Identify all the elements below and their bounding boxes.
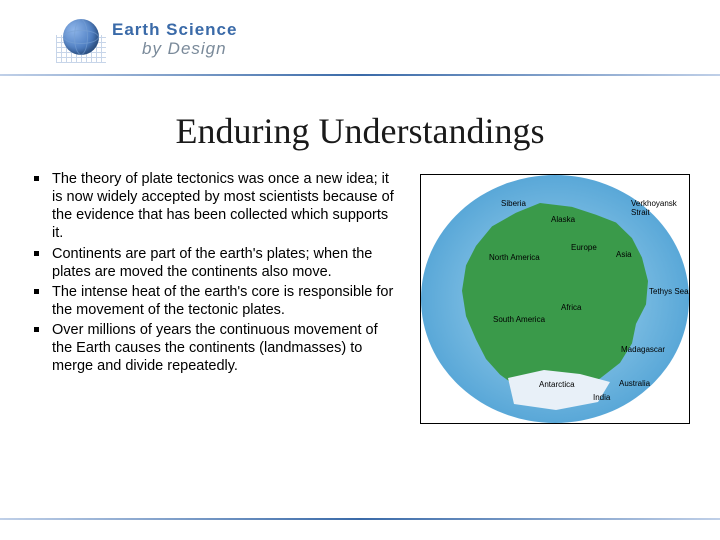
brand-line1: Earth Science [112,21,237,40]
map-container: Siberia Verkhoyansk Strait Alaska Asia Europ… [410,170,700,424]
map-label: Africa [561,303,581,312]
map-label: Australia [619,379,650,388]
bullet-item: Over millions of years the continuous mo… [30,321,400,375]
map-label: Europe [571,243,597,252]
footer-divider [0,518,720,520]
header: Earth Science by Design [0,0,720,70]
map-label: Madagascar [621,345,665,354]
map-label: South America [493,315,545,324]
content-row: The theory of plate tectonics was once a… [0,152,720,424]
map-label: Siberia [501,199,526,208]
bullet-item: The intense heat of the earth's core is … [30,283,400,319]
map-label: North America [489,253,540,262]
map-label: Alaska [551,215,575,224]
brand-line2: by Design [112,40,237,59]
pangea-map: Siberia Verkhoyansk Strait Alaska Asia Europ… [420,174,690,424]
brand-text: Earth Science by Design [112,21,237,58]
map-label: Antarctica [539,380,575,389]
globe-icon [60,19,102,61]
map-label: Tethys Sea [649,287,689,296]
page-title: Enduring Understandings [0,110,720,152]
bullet-list: The theory of plate tectonics was once a… [30,170,400,424]
map-label: Asia [616,250,632,259]
bullet-item: The theory of plate tectonics was once a… [30,170,400,243]
bullet-item: Continents are part of the earth's plate… [30,245,400,281]
map-label: Verkhoyansk Strait [631,199,689,217]
map-label: India [593,393,610,402]
header-divider [0,74,720,76]
